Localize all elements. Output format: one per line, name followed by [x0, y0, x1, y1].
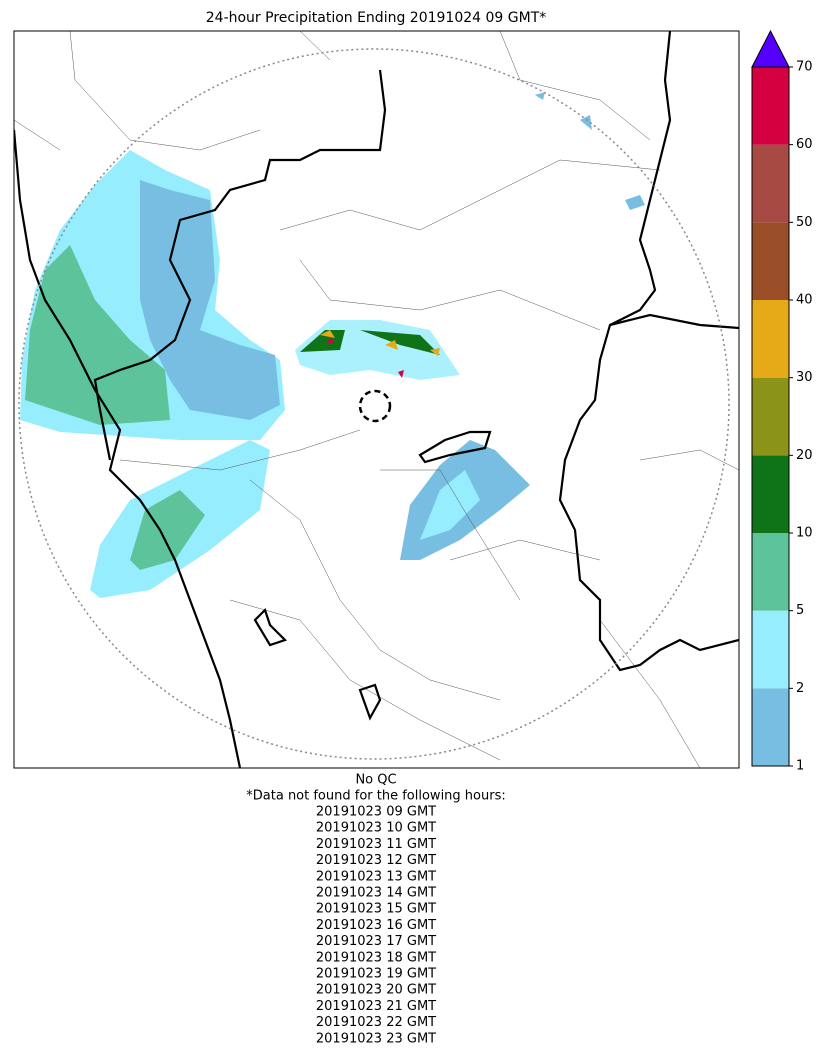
missing-hour: 20191023 20 GMT	[316, 983, 436, 998]
colorbar-tick-label: 1	[796, 759, 804, 774]
colorbar-tick-label: 20	[796, 448, 813, 463]
missing-hour: 20191023 22 GMT	[316, 1015, 436, 1030]
missing-note: *Data not found for the following hours:	[246, 789, 505, 804]
missing-hour: 20191023 10 GMT	[316, 821, 436, 836]
colorbar-segment	[752, 144, 789, 223]
missing-hour: 20191023 12 GMT	[316, 853, 436, 868]
colorbar-segment	[752, 688, 789, 766]
missing-hour: 20191023 14 GMT	[316, 886, 436, 901]
footer: No QC *Data not found for the following …	[246, 773, 505, 1047]
colorbar-segment	[752, 455, 789, 533]
precip-light	[420, 470, 480, 540]
colorbar-frame	[751, 66, 790, 767]
colorbar-tick-label: 10	[796, 526, 813, 541]
title: 24-hour Precipitation Ending 20191024 09…	[206, 10, 547, 26]
colorbar-tick-label: 60	[796, 137, 813, 152]
colorbar-segment	[752, 300, 789, 378]
map	[13, 30, 740, 769]
radar-site	[358, 389, 392, 423]
colorbar-tick-label: 2	[796, 681, 804, 696]
colorbar-segment	[752, 222, 789, 300]
colorbar-tick-label: 5	[796, 603, 804, 618]
colorbar: 1 2 5 10 20 30 40 50 60 70	[751, 29, 813, 774]
colorbar-segment	[752, 533, 789, 611]
map-frame	[13, 30, 740, 769]
missing-hour: 20191023 13 GMT	[316, 869, 436, 884]
colorbar-tick-label: 70	[796, 60, 813, 75]
missing-hour: 20191023 16 GMT	[316, 918, 436, 933]
missing-hour: 20191023 11 GMT	[316, 837, 436, 852]
qc-note: No QC	[355, 773, 396, 788]
colorbar-segment	[752, 610, 789, 689]
colorbar-segment	[752, 377, 789, 456]
radar-range	[18, 48, 730, 760]
missing-hour: 20191023 15 GMT	[316, 902, 436, 917]
missing-hour: 20191023 19 GMT	[316, 967, 436, 982]
precip-heavy	[300, 330, 440, 355]
missing-hour: 20191023 21 GMT	[316, 999, 436, 1014]
precip-lowest	[535, 92, 645, 210]
precip-moderate	[25, 245, 170, 425]
colorbar-tick-label: 50	[796, 215, 813, 230]
colorbar-segment	[752, 67, 789, 145]
precip-moderate	[130, 490, 205, 570]
missing-hour: 20191023 09 GMT	[316, 805, 436, 820]
missing-hour: 20191023 17 GMT	[316, 934, 436, 949]
missing-hour: 20191023 18 GMT	[316, 950, 436, 965]
colorbar-tick-label: 30	[796, 370, 813, 385]
colorbar-extend	[751, 29, 790, 68]
colorbar-tick-label: 40	[796, 293, 813, 308]
missing-hour: 20191023 23 GMT	[316, 1031, 436, 1046]
